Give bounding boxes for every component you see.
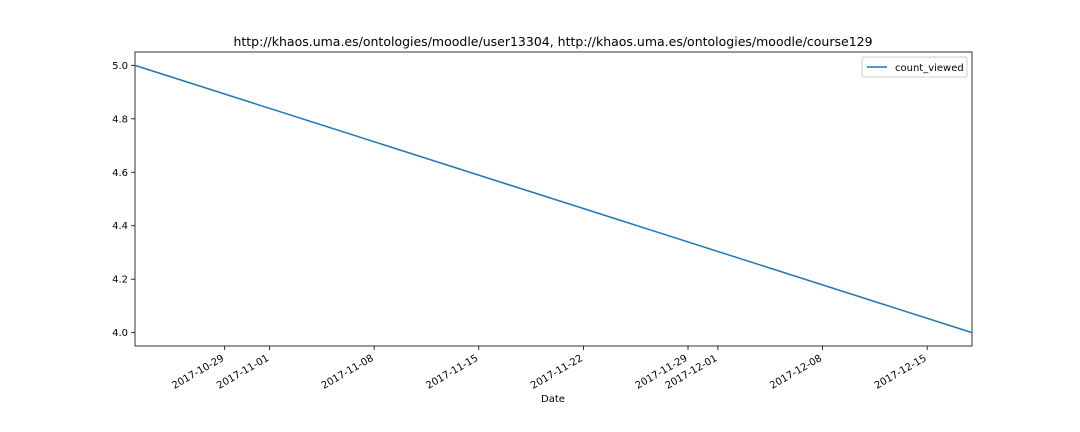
x-tick-label: 2017-11-15 [424, 353, 480, 392]
legend-label: count_viewed [895, 63, 964, 74]
x-tick-label: 2017-12-15 [873, 353, 929, 392]
y-tick-label: 4.4 [112, 221, 128, 232]
y-tick-label: 4.2 [112, 275, 128, 286]
y-tick-label: 4.6 [112, 168, 128, 179]
y-tick-label: 5.0 [112, 61, 128, 72]
x-tick-label: 2017-11-08 [320, 353, 376, 392]
x-tick-label: 2017-12-08 [768, 353, 824, 392]
series-line-count-viewed [134, 64, 973, 334]
y-axis: 4.0 4.2 4.4 4.6 4.8 5.0 [112, 61, 135, 339]
x-tick-label: 2017-11-22 [529, 353, 585, 392]
y-tick-label: 4.8 [112, 114, 128, 125]
series-layer [134, 64, 973, 334]
legend-box [861, 56, 968, 78]
x-axis-label: Date [541, 394, 565, 405]
chart-title: http://khaos.uma.es/ontologies/moodle/us… [233, 34, 872, 49]
plot-area-frame [134, 51, 973, 347]
legend: count_viewed [861, 56, 968, 78]
y-tick-label: 4.0 [112, 328, 128, 339]
